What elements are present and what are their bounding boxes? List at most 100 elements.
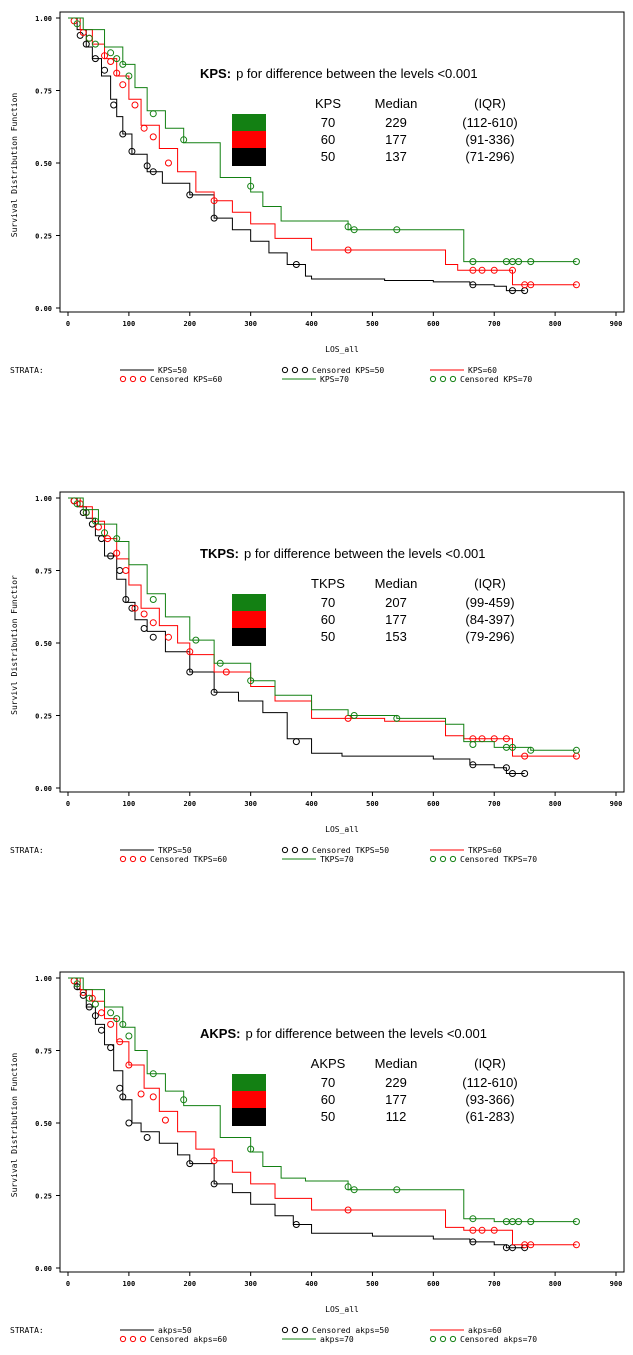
annotation-iqr: (93-366) (465, 1092, 514, 1107)
x-tick-label: 0 (66, 320, 70, 328)
censor-mark (107, 552, 115, 560)
legend-item: Censored akps=60 (150, 1335, 227, 1344)
annotation-iqr: (79-296) (465, 629, 514, 644)
x-axis-label: LOS_all (325, 1305, 359, 1314)
annotation-median: 112 (386, 1109, 407, 1124)
x-tick-label: 800 (549, 1280, 562, 1288)
annotation-iqr: (61-283) (465, 1109, 514, 1124)
chart-panel-akps: 0.00 0.25 0.50 0.75 1.00 0 100 200 300 400 500 600 7… (10, 971, 625, 1344)
legend-circle-swatch (281, 1326, 289, 1334)
legend-circle-swatch (291, 366, 299, 374)
annotation-title-bold: KPS: (200, 66, 231, 81)
legend-item: Censored TKPS=60 (150, 855, 227, 864)
annotation-title: AKPS: p for difference between the levels… (200, 1026, 487, 1041)
legend-item: Censored KPS=50 (312, 366, 384, 375)
legend-circle-swatch (439, 1335, 447, 1343)
legend-circle-swatch (129, 375, 137, 383)
annotation-iqr: (99-459) (465, 595, 514, 610)
censor-mark (73, 500, 81, 508)
censor-mark (502, 764, 510, 772)
legend-item: KPS=50 (158, 366, 187, 375)
annotation-level: 60 (321, 1092, 335, 1107)
censor-mark (113, 535, 121, 543)
censor-mark (143, 1134, 151, 1141)
censor-mark (478, 1226, 486, 1234)
censor-mark (107, 1044, 115, 1052)
censor-mark (210, 1157, 218, 1165)
censor-mark (82, 509, 90, 516)
censor-mark (350, 1186, 358, 1194)
censor-mark (137, 1090, 145, 1098)
censor-mark (164, 159, 172, 167)
censor-mark (97, 1026, 105, 1034)
censor-mark (490, 266, 498, 274)
censor-mark (143, 162, 151, 170)
censor-mark (119, 60, 127, 68)
legend-circle-swatch (429, 855, 437, 863)
survival-curve-kps-0 (68, 17, 525, 292)
censor-mark (490, 1226, 498, 1234)
x-tick-label: 600 (427, 800, 440, 808)
censor-mark (393, 1186, 401, 1194)
y-tick-label: 0.75 (35, 1048, 52, 1056)
legend-circle-swatch (291, 1326, 299, 1334)
x-tick-label: 700 (488, 1280, 501, 1288)
annotation-title-text: p for difference between the levels <0.0… (236, 66, 478, 81)
censor-mark (122, 567, 130, 574)
legend-item: KPS=60 (468, 366, 497, 375)
censor-mark (186, 648, 194, 656)
censor-mark (140, 625, 148, 632)
x-tick-label: 800 (549, 800, 562, 808)
censor-mark (180, 136, 188, 144)
censor-mark (101, 529, 109, 537)
y-tick-label: 1.00 (35, 15, 52, 23)
legend-item: akps=50 (158, 1326, 192, 1335)
censor-mark (88, 994, 96, 1002)
y-tick-label: 0.25 (35, 713, 52, 721)
annotation-median: 207 (385, 595, 407, 610)
censor-mark (572, 258, 580, 266)
legend-item: KPS=70 (320, 375, 349, 384)
legend-circle-swatch (139, 375, 147, 383)
annotation-header: Median (375, 576, 418, 591)
annotation-iqr: (71-296) (465, 149, 514, 164)
censor-mark (140, 124, 148, 132)
censor-mark (79, 991, 87, 999)
censor-mark (292, 261, 300, 268)
x-tick-label: 900 (610, 1280, 623, 1288)
annotation-swatch (232, 628, 266, 646)
survival-curve-tkps-1 (68, 497, 577, 757)
censor-mark (113, 55, 121, 63)
legend-circle-swatch (119, 1335, 127, 1343)
censor-mark (161, 1116, 169, 1124)
legend-circle-swatch (449, 855, 457, 863)
y-tick-label: 0.50 (35, 640, 52, 648)
annotation-block: KPS: p for difference between the levels … (200, 66, 518, 166)
plot-frame (59, 491, 625, 793)
censor-mark (292, 738, 300, 746)
censor-mark (107, 49, 115, 57)
annotation-swatch (232, 1091, 266, 1109)
censor-mark (521, 770, 529, 777)
annotation-median: 177 (385, 1092, 407, 1107)
censor-mark (131, 101, 139, 109)
annotation-iqr: (112-610) (462, 115, 517, 130)
censor-mark (128, 604, 136, 612)
censor-mark (119, 81, 127, 89)
censor-mark (292, 1221, 300, 1228)
censor-mark (149, 168, 157, 176)
x-tick-label: 700 (488, 800, 501, 808)
annotation-swatch (232, 131, 266, 149)
censor-mark (119, 1020, 127, 1028)
survival-curve-tkps-0 (68, 497, 525, 774)
censor-mark (508, 770, 516, 777)
censor-mark (572, 746, 580, 754)
legend-circle-swatch (449, 1335, 457, 1343)
x-tick-label: 0 (66, 1280, 70, 1288)
censor-mark (247, 1145, 255, 1153)
censor-mark (125, 1032, 133, 1040)
censor-mark (149, 133, 157, 141)
survival-curve-tkps-2 (68, 497, 577, 751)
censor-mark (344, 1183, 352, 1191)
